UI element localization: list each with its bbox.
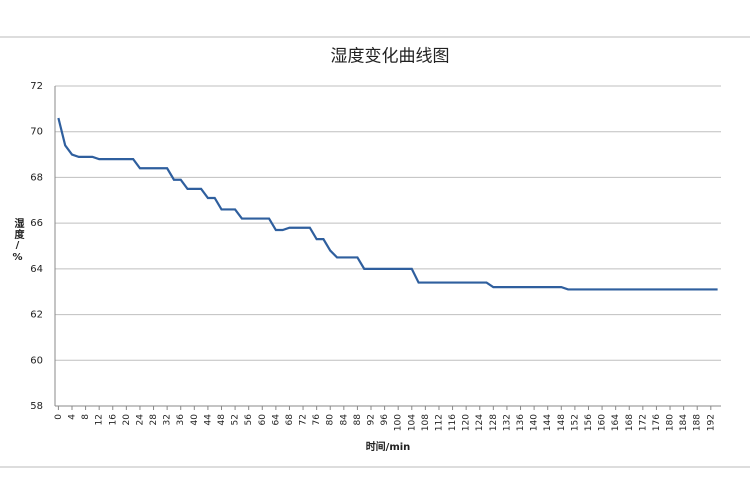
x-tick-label: 76	[312, 414, 322, 426]
x-tick-label: 156	[584, 414, 594, 431]
chart-title: 湿度变化曲线图	[331, 47, 450, 67]
x-tick-label: 160	[598, 414, 608, 431]
x-tick-label: 100	[394, 414, 404, 431]
x-tick-label: 0	[54, 414, 64, 420]
x-tick-label: 120	[462, 414, 472, 431]
y-tick-label: 70	[30, 127, 43, 138]
x-tick-label: 88	[353, 414, 363, 426]
x-tick-label: 80	[326, 414, 336, 426]
x-tick-label: 60	[258, 414, 268, 426]
x-tick-label: 104	[407, 414, 417, 431]
x-tick-label: 68	[285, 414, 295, 426]
x-tick-label: 184	[679, 414, 689, 431]
x-tick-label: 128	[489, 414, 499, 431]
x-tick-label: 92	[367, 414, 377, 425]
x-tick-label: 96	[380, 414, 390, 426]
x-tick-label: 24	[135, 414, 145, 426]
x-tick-label: 116	[448, 414, 458, 431]
x-tick-label: 164	[611, 414, 621, 431]
x-tick-label: 32	[163, 414, 173, 425]
y-tick-label: 58	[30, 401, 43, 412]
x-tick-label: 148	[557, 414, 567, 431]
x-tick-label: 84	[339, 414, 349, 426]
x-tick-label: 36	[176, 414, 186, 426]
x-tick-label: 40	[190, 414, 200, 426]
x-tick-label: 176	[652, 414, 662, 431]
x-tick-label: 152	[570, 414, 580, 431]
data-line	[57, 117, 718, 291]
x-tick-label: 64	[271, 414, 281, 426]
x-tick-label: 180	[666, 414, 676, 431]
x-tick-label: 72	[299, 414, 309, 425]
x-tick-label: 168	[625, 414, 635, 431]
x-tick-label: 20	[122, 414, 132, 426]
x-tick-label: 140	[530, 414, 540, 431]
x-tick-label: 48	[217, 414, 227, 426]
x-tick-label: 124	[475, 414, 485, 431]
x-axis-label: 时间/min	[366, 440, 411, 453]
y-tick-label: 62	[30, 310, 43, 321]
x-tick-label: 136	[516, 414, 526, 431]
x-tick-label: 192	[706, 414, 716, 431]
x-tick-label: 8	[81, 414, 91, 420]
y-tick-label: 60	[30, 355, 43, 366]
y-axis-label: 湿度/%	[12, 218, 23, 264]
x-tick-label: 4	[67, 414, 77, 420]
y-tick-label: 66	[30, 218, 43, 229]
x-tick-label: 108	[421, 414, 431, 431]
x-tick-label: 16	[108, 414, 118, 426]
x-tick-label: 144	[543, 414, 553, 431]
x-tick-label: 52	[231, 414, 241, 425]
y-tick-label: 68	[30, 172, 43, 183]
x-tick-label: 56	[244, 414, 254, 426]
y-tick-label: 72	[30, 81, 43, 92]
x-tick-label: 172	[638, 414, 648, 431]
x-tick-label: 132	[502, 414, 512, 431]
x-tick-label: 188	[693, 414, 703, 431]
x-tick-label: 112	[434, 414, 444, 431]
x-tick-label: 28	[149, 414, 159, 426]
x-tick-label: 12	[95, 414, 105, 425]
x-tick-label: 44	[203, 414, 213, 426]
y-tick-label: 64	[30, 264, 43, 275]
